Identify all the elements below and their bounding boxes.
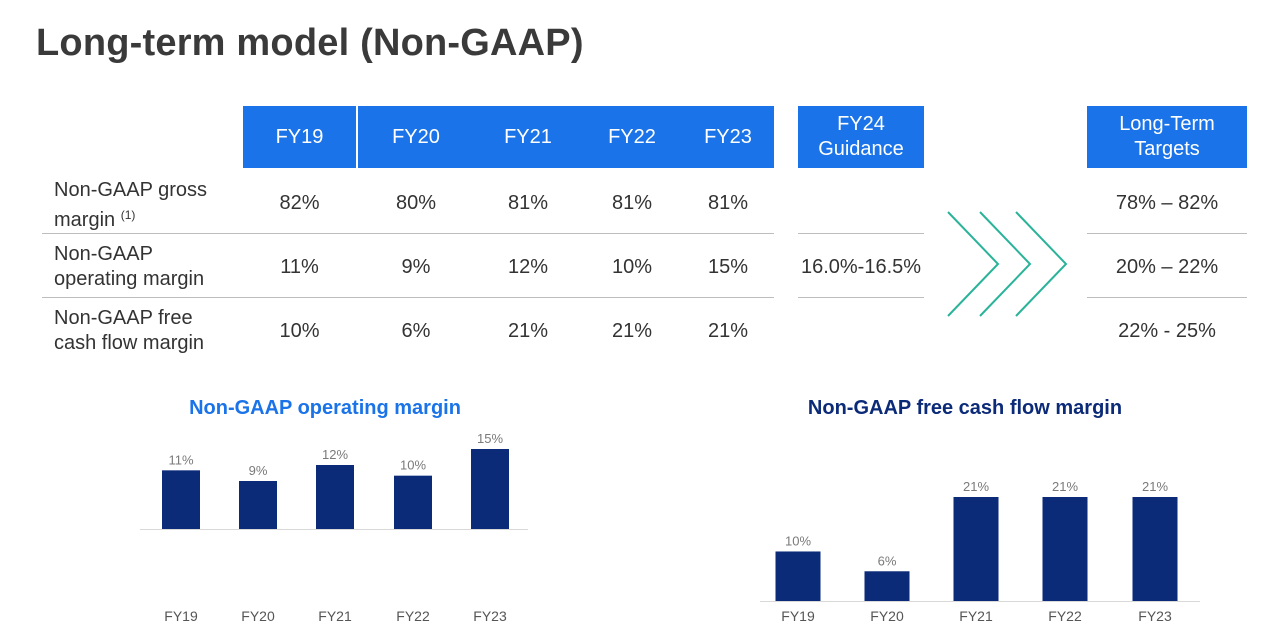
header-targets-line1: Long-Term [1119,113,1215,135]
category-label: FY20 [870,608,904,624]
row-divider [1087,233,1247,234]
data-label: 21% [963,479,989,494]
data-label: 21% [1142,479,1168,494]
cell-op-fy19: 11% [280,256,319,278]
data-label: 9% [249,463,268,478]
bar-fy21 [953,497,999,601]
category-label: FY23 [1138,608,1172,624]
cell-op-fy21: 12% [507,256,549,278]
category-label: FY22 [1048,608,1082,624]
cell-op-guidance: 16.0%-16.5% [800,256,922,278]
row-label-gross-margin: Non-GAAP gross margin (1) [54,178,244,233]
row-divider [798,233,924,234]
operating-margin-chart: 11% FY19 9% FY20 12% FY21 10% FY22 15% FY23 [140,431,528,624]
data-label: 15% [477,431,503,446]
bar-fy19 [162,470,200,529]
footnote-marker: (1) [120,208,136,222]
category-label: FY19 [164,608,198,624]
cell-fcf-target: 22% - 25% [1118,320,1216,342]
cell-gross-target: 78% – 82% [1115,192,1219,214]
category-label: FY21 [959,608,993,624]
data-label: 10% [400,458,426,473]
category-label: FY19 [781,608,815,624]
cell-fcf-fy21: 21% [507,320,549,342]
cell-gross-fy20: 80% [395,192,437,214]
row-label-line: margin [54,209,116,231]
cell-gross-fy22: 81% [611,192,653,214]
row-divider [798,297,924,298]
chart-title-fcf-margin: Non-GAAP free cash flow margin [807,397,1123,419]
chevron-arrows-icon [947,211,1068,317]
header-fy21: FY21 [474,106,582,168]
category-label: FY21 [318,608,352,624]
data-label: 6% [878,553,897,568]
category-label: FY20 [241,608,275,624]
header-fy22: FY22 [582,106,682,168]
header-targets-line2: Targets [1134,138,1200,160]
fcf-margin-chart: 10% FY19 6% FY20 21% FY21 21% FY22 21% FY23 [760,479,1200,624]
bar-fy22 [394,475,432,529]
bar-fy22 [1042,497,1088,601]
row-label-line: Non-GAAP free [54,307,193,329]
row-label-line: operating margin [54,268,205,290]
cell-fcf-fy22: 21% [611,320,653,342]
header-fy19: FY19 [243,106,356,168]
row-label-line: Non-GAAP gross [54,179,208,201]
bar-fy19 [775,551,821,601]
row-divider [1087,297,1247,298]
category-label: FY22 [396,608,430,624]
header-fy24-line1: FY24 [837,113,885,135]
cell-fcf-fy19: 10% [279,320,320,342]
category-label: FY23 [473,608,507,624]
cell-gross-fy19: 82% [279,192,320,214]
header-long-term-targets: Long-Term Targets [1087,106,1247,168]
bar-fy20 [864,571,910,601]
data-label: 11% [168,452,193,467]
cell-op-fy23: 15% [707,256,749,278]
cell-gross-fy23: 81% [707,192,749,214]
row-label-operating-margin: Non-GAAP operating margin [54,242,244,292]
row-label-fcf-margin: Non-GAAP free cash flow margin [54,306,244,356]
page-title: Long-term model (Non-GAAP) [36,22,584,64]
row-divider [42,297,774,298]
row-label-line: cash flow margin [54,332,205,354]
header-fy24-guidance: FY24 Guidance [798,106,924,168]
cell-gross-fy21: 81% [507,192,549,214]
data-label: 21% [1052,479,1078,494]
chevron-icon [1015,211,1068,317]
data-label: 10% [785,533,811,548]
bar-fy23 [471,449,509,529]
data-label: 12% [322,447,348,462]
row-label-line: Non-GAAP [54,243,153,265]
cell-op-target: 20% – 22% [1115,256,1219,278]
bar-fy21 [316,465,354,529]
cell-fcf-fy20: 6% [401,320,431,342]
cell-op-fy20: 9% [401,256,431,278]
chevron-icon [979,211,1032,317]
chart-title-operating-margin: Non-GAAP operating margin [189,397,461,419]
cell-op-fy22: 10% [611,256,653,278]
bar-fy23 [1132,497,1178,601]
header-fy23: FY23 [682,106,774,168]
header-fy24-line2: Guidance [818,138,904,160]
bar-fy20 [239,481,277,529]
header-fy20: FY20 [358,106,474,168]
cell-fcf-fy23: 21% [707,320,749,342]
row-divider [42,233,774,234]
chevron-icon [947,211,1000,317]
